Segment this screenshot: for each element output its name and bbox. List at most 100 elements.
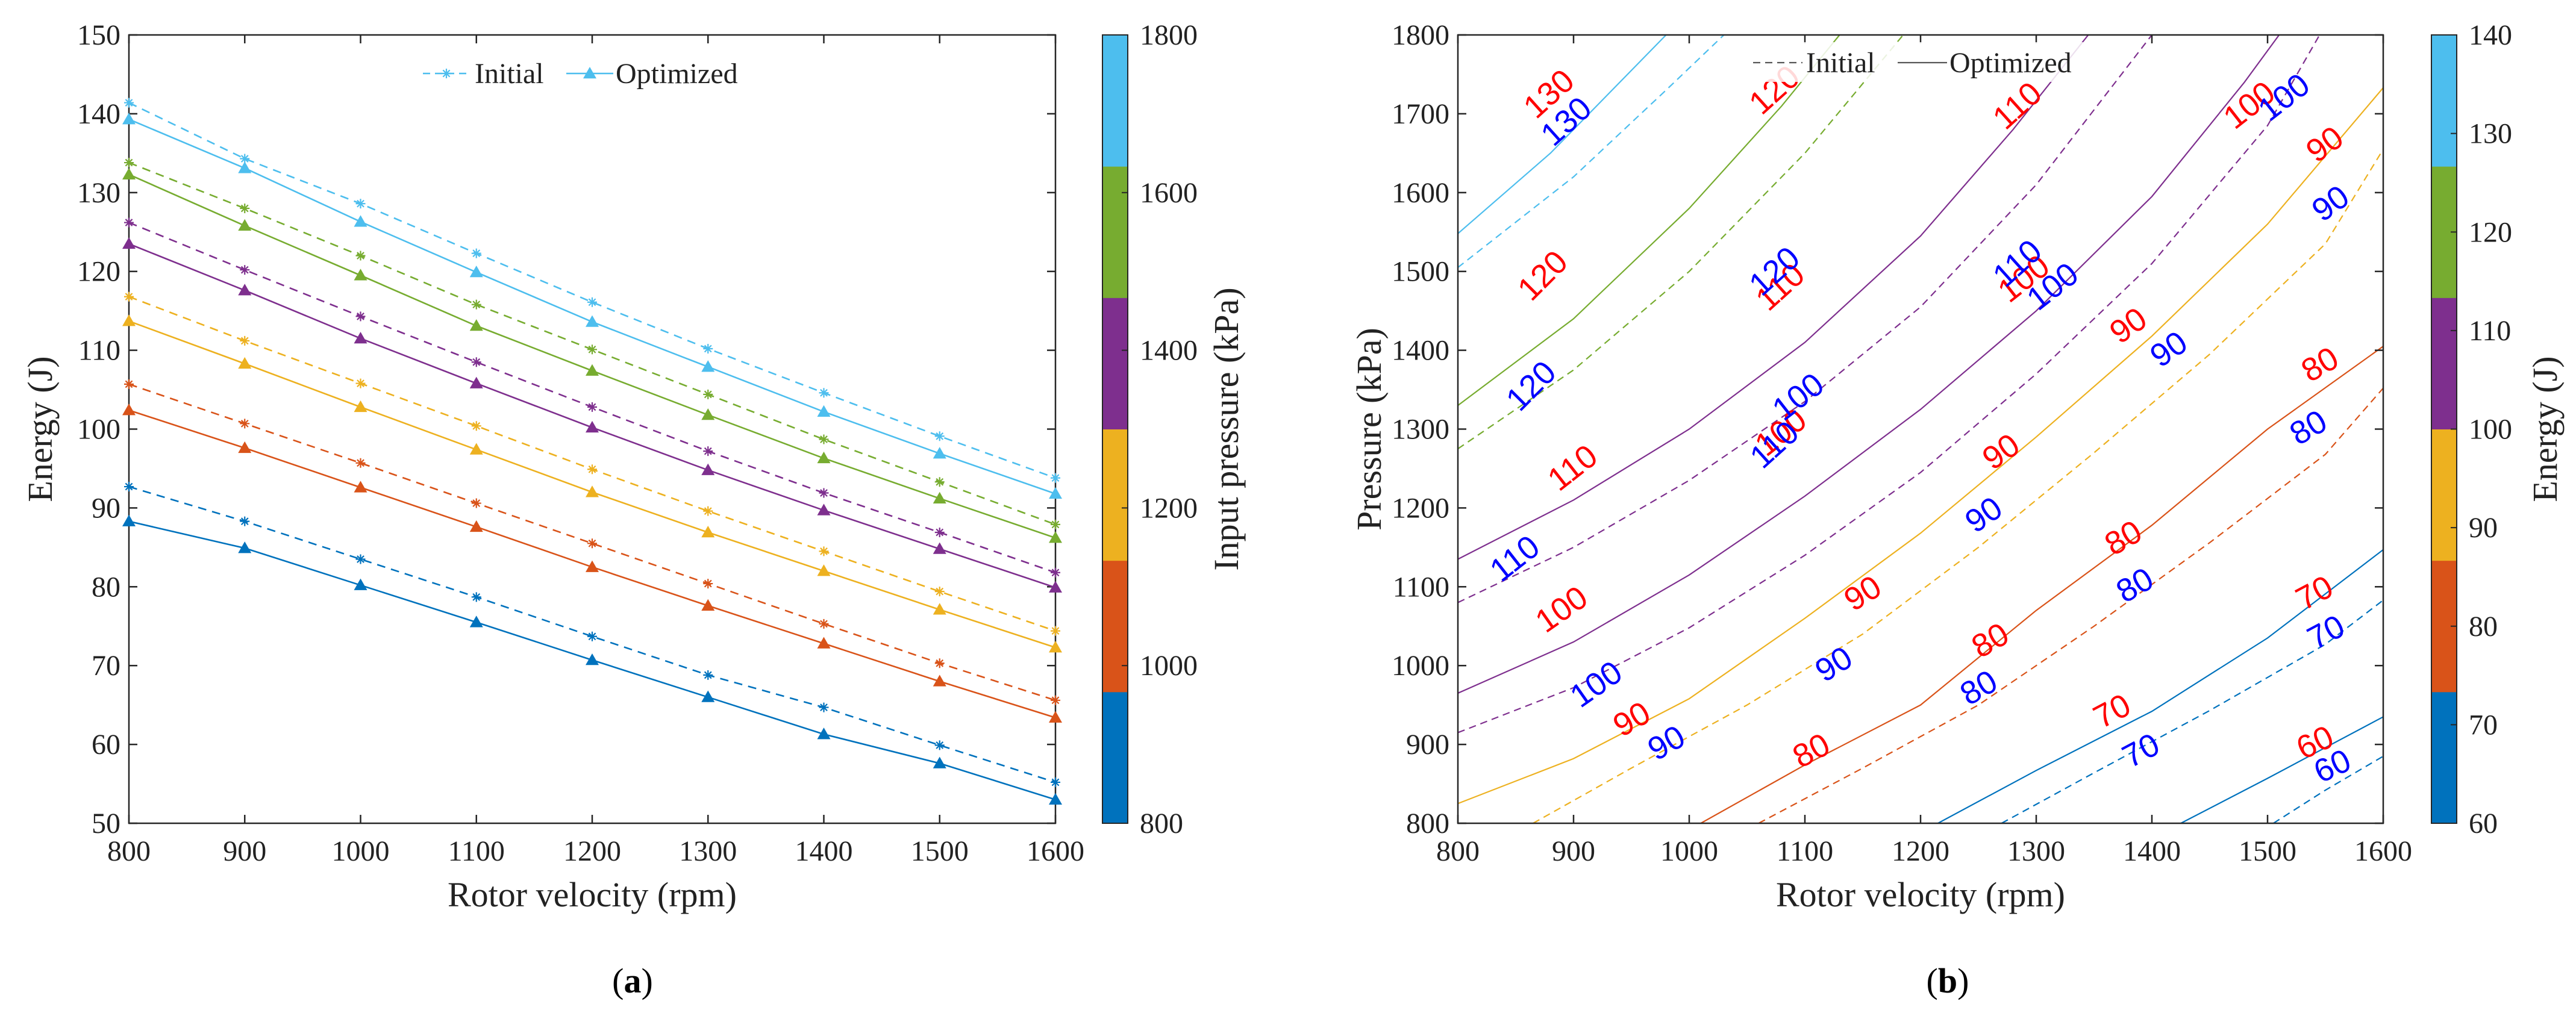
colorbar-a-segment bbox=[1102, 560, 1128, 693]
series-optimized-1600-point bbox=[354, 269, 367, 281]
series-initial-1000-point bbox=[934, 658, 945, 668]
series-initial-1200-point bbox=[355, 378, 366, 388]
chart-a-y-axis-label: Energy (J) bbox=[20, 356, 60, 502]
contour-label-initial: 70 bbox=[2116, 726, 2165, 775]
series-initial-800-point bbox=[471, 592, 481, 602]
series-initial-1200-point bbox=[587, 464, 597, 475]
colorbar-a-tick-label: 1600 bbox=[1140, 177, 1198, 209]
contour-label-optimized: 90 bbox=[1838, 569, 1888, 619]
contour-label-initial: 120 bbox=[1499, 354, 1563, 418]
series-optimized-1600-point bbox=[701, 408, 715, 420]
series-initial-1800-point bbox=[355, 199, 366, 209]
contour-initial-80 bbox=[1758, 387, 2383, 823]
chart-b-ytick-label: 1400 bbox=[1392, 335, 1449, 367]
series-initial-1600-point bbox=[934, 477, 945, 487]
series-optimized-1400-line bbox=[128, 243, 1056, 588]
chart-a-ytick-label: 100 bbox=[77, 414, 120, 446]
series-optimized-800-point bbox=[933, 756, 946, 768]
contour-label-optimized: 80 bbox=[1966, 615, 2015, 665]
chart-a-legend: Initial Optimized bbox=[423, 58, 738, 90]
series-initial-800-point bbox=[703, 670, 713, 680]
series-optimized-1400-point bbox=[701, 463, 715, 475]
contour-label-optimized: 80 bbox=[2099, 513, 2148, 562]
series-optimized-800-point bbox=[586, 653, 599, 665]
series-optimized-1800-point bbox=[817, 405, 831, 417]
colorbar-b-segment bbox=[2431, 35, 2457, 167]
colorbar-a-tick-label: 1200 bbox=[1140, 492, 1198, 524]
series-optimized-1800-point bbox=[238, 161, 252, 173]
series-initial-1600-point bbox=[703, 389, 713, 399]
colorbar-b-tick-label: 100 bbox=[2469, 414, 2512, 446]
chart-a-xtick-label: 1200 bbox=[563, 835, 621, 867]
panel-b-open: ( bbox=[1927, 961, 1938, 1000]
colorbar-a-segment bbox=[1102, 166, 1128, 298]
series-initial-1200-point bbox=[240, 335, 250, 346]
chart-a-ytick-label: 90 bbox=[92, 492, 120, 524]
chart-b-xtick-label: 1300 bbox=[2007, 835, 2065, 867]
series-initial-1400-point bbox=[819, 488, 829, 498]
chart-b-x-axis-label: Rotor velocity (rpm) bbox=[1776, 875, 2065, 914]
colorbar-b-segment bbox=[2431, 298, 2457, 429]
colorbar-b-tick-label: 80 bbox=[2469, 611, 2498, 643]
chart-a-ytick-label: 150 bbox=[77, 19, 120, 51]
series-initial-1200-point bbox=[934, 587, 945, 597]
series-optimized-1800-point bbox=[586, 315, 599, 327]
contour-optimized-110 bbox=[1458, 35, 2089, 560]
series-optimized-800-point bbox=[238, 541, 252, 553]
series-initial-1000-point bbox=[819, 619, 829, 629]
contour-label-initial: 100 bbox=[2251, 66, 2316, 128]
series-optimized-1000-point bbox=[1049, 711, 1062, 723]
series-initial-1000-point bbox=[240, 419, 250, 429]
contour-initial-110 bbox=[1458, 35, 2152, 603]
series-initial-1800-point bbox=[587, 297, 597, 307]
contour-label-optimized: 80 bbox=[2295, 340, 2345, 389]
series-optimized-1000-point bbox=[238, 441, 252, 453]
chart-a-xtick-label: 1000 bbox=[332, 835, 390, 867]
chart-b-xtick-label: 800 bbox=[1436, 835, 1480, 867]
chart-a-xtick-label: 800 bbox=[107, 835, 151, 867]
chart-a-ytick-label: 50 bbox=[92, 808, 120, 840]
chart-b-ytick-label: 900 bbox=[1406, 729, 1449, 761]
contour-label-optimized: 80 bbox=[1787, 726, 1836, 775]
series-initial-800-point bbox=[240, 516, 250, 526]
series-optimized-1000-point bbox=[586, 560, 599, 572]
chart-a-xtick-label: 1400 bbox=[795, 835, 853, 867]
contour-optimized-100 bbox=[1458, 35, 2280, 694]
contour-label-initial: 80 bbox=[1954, 663, 2004, 712]
series-optimized-1800-point bbox=[933, 447, 946, 459]
chart-b-ytick-label: 800 bbox=[1406, 808, 1449, 840]
chart-b-xtick-label: 1200 bbox=[1892, 835, 1949, 867]
panel-label-a: (a) bbox=[612, 961, 653, 1000]
series-initial-1000-line bbox=[128, 383, 1056, 702]
series-initial-1400-point bbox=[124, 217, 134, 228]
chart-b-ytick-label: 1300 bbox=[1392, 414, 1449, 446]
colorbar-b-label: Energy (J) bbox=[2525, 356, 2565, 502]
colorbar-a-segment bbox=[1102, 298, 1128, 429]
series-optimized-1600-point bbox=[238, 219, 252, 231]
series-optimized-800-point bbox=[469, 615, 483, 628]
chart-b-ytick-label: 1700 bbox=[1392, 98, 1449, 130]
series-optimized-1400-point bbox=[354, 331, 367, 344]
chart-b-xtick-label: 1000 bbox=[1660, 835, 1718, 867]
contour-optimized-60 bbox=[2180, 716, 2383, 823]
series-initial-1400-point bbox=[355, 311, 366, 322]
series-optimized-1800-point bbox=[701, 360, 715, 372]
contour-initial-60 bbox=[2273, 755, 2383, 823]
series-optimized-1200-point bbox=[933, 603, 946, 615]
series-optimized-1000-point bbox=[469, 520, 483, 532]
series-initial-800-point bbox=[355, 554, 366, 564]
series-initial-1400-point bbox=[240, 265, 250, 275]
legend-a-initial-marker bbox=[442, 69, 451, 78]
series-optimized-1200-point bbox=[238, 357, 252, 369]
chart-a-ytick-label: 110 bbox=[78, 335, 120, 367]
series-initial-1600-point bbox=[1051, 519, 1060, 529]
contour-optimized-120 bbox=[1458, 35, 1840, 407]
series-initial-1200-point bbox=[1051, 626, 1060, 636]
panel-b-close: ) bbox=[1957, 961, 1969, 1000]
colorbar-a-tick-label: 1800 bbox=[1140, 19, 1198, 51]
series-initial-1400-point bbox=[703, 446, 713, 457]
contour-initial-130 bbox=[1458, 35, 1725, 269]
contour-label-optimized: 70 bbox=[2087, 687, 2136, 735]
contour-label-initial: 90 bbox=[2306, 178, 2356, 229]
